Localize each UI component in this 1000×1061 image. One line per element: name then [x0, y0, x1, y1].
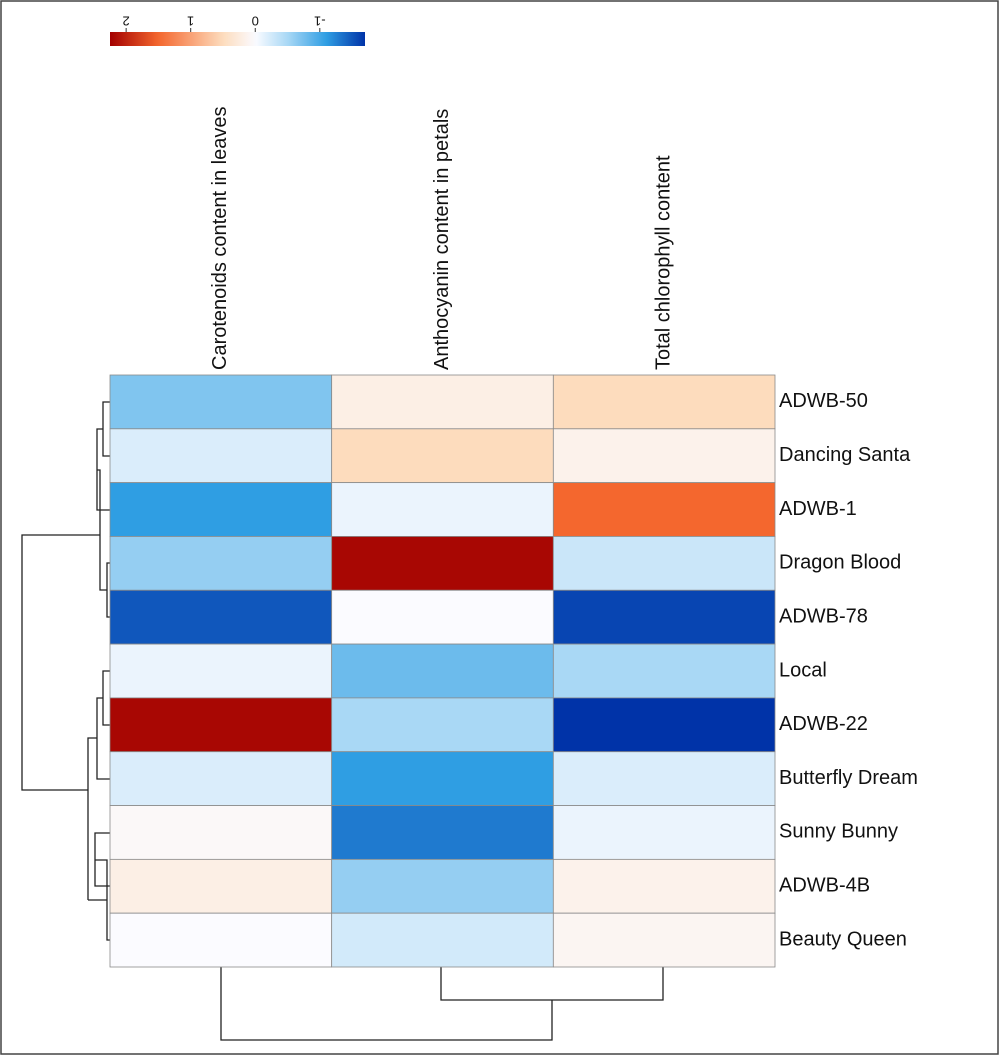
- heatmap-cell: [331, 858, 554, 914]
- heatmap-cell: [552, 751, 776, 806]
- column-label: Total chlorophyll content: [652, 155, 674, 370]
- heatmap-cell: [331, 912, 554, 968]
- colorbar-tick-label: -1: [314, 14, 326, 29]
- heatmap-cell: [331, 751, 554, 806]
- heatmap-cell: [109, 751, 333, 806]
- heatmap-cell: [331, 482, 554, 537]
- heatmap-cell: [331, 428, 554, 484]
- colorbar-tick-label: 2: [123, 14, 130, 29]
- column-label: Carotenoids content in leaves: [209, 107, 231, 371]
- heatmap-cell: [109, 858, 333, 914]
- row-label: ADWB-4B: [779, 875, 870, 897]
- column-dendrogram: [220, 967, 664, 1041]
- heatmap-cell: [552, 912, 776, 968]
- heatmap-cell: [552, 643, 776, 699]
- heatmap-cell: [109, 643, 333, 699]
- row-label: Butterfly Dream: [779, 767, 918, 789]
- heatmap-cell: [552, 589, 776, 645]
- heatmap-cell: [109, 482, 333, 537]
- heatmap-cell: [109, 428, 333, 484]
- heatmap-cell: [109, 589, 333, 645]
- heatmap-cell: [552, 805, 776, 860]
- heatmap-cell: [552, 374, 776, 430]
- row-label: ADWB-22: [779, 713, 868, 735]
- heatmap-cell: [552, 858, 776, 914]
- row-label: ADWB-1: [779, 498, 857, 520]
- row-label: Dragon Blood: [779, 552, 901, 574]
- heatmap-cell: [109, 374, 333, 430]
- row-dendrogram: [21, 401, 110, 941]
- row-label: Dancing Santa: [779, 444, 911, 466]
- heatmap-cell: [331, 805, 554, 860]
- row-label: ADWB-50: [779, 390, 868, 412]
- heatmap-cell: [109, 805, 333, 860]
- heatmap-cell: [552, 428, 776, 484]
- heatmap-cell: [109, 912, 333, 968]
- heatmap-cell: [109, 697, 333, 753]
- row-label: ADWB-78: [779, 605, 868, 627]
- row-label: Sunny Bunny: [779, 821, 898, 843]
- heatmap-cell: [331, 536, 554, 591]
- heatmap-cell: [331, 374, 554, 430]
- column-label: Anthocyanin content in petals: [431, 109, 453, 370]
- colorbar: [110, 32, 365, 46]
- heatmap-cell: [552, 482, 776, 537]
- heatmap-cell: [331, 643, 554, 699]
- heatmap-cell: [109, 536, 333, 591]
- colorbar-tick-label: 1: [187, 14, 194, 29]
- row-label: Local: [779, 659, 827, 681]
- colorbar-tick-label: 0: [252, 14, 259, 29]
- heatmap-cell: [552, 536, 776, 591]
- heatmap-cell: [331, 697, 554, 753]
- heatmap-cell: [552, 697, 776, 753]
- heatmap-cell: [331, 589, 554, 645]
- row-label: Beauty Queen: [779, 928, 907, 950]
